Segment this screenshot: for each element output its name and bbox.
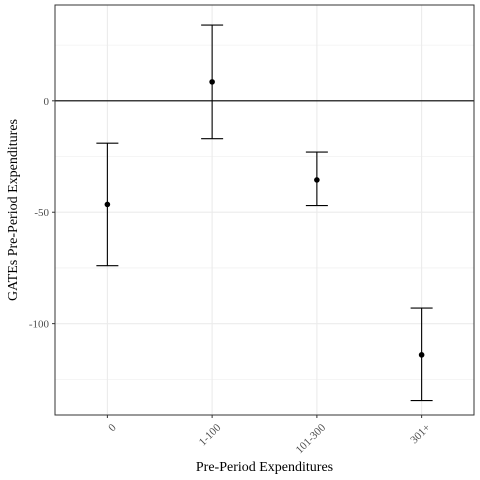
y-tick-label: -100 [29,319,50,331]
y-tick-label: 0 [44,96,50,108]
point-estimate [314,177,320,183]
error-bar-group [305,151,328,207]
error-bar-group [96,142,119,267]
y-tick-label: -50 [34,207,49,219]
error-bar-marks [96,24,433,402]
error-bar-group [201,24,224,140]
point-estimate [418,352,425,358]
y-axis-title: GATEs Pre-Period Expenditures [6,119,21,301]
point-estimate [104,201,111,208]
error-bar-group [410,307,433,402]
y-axis: -100 -50 0 [29,96,55,331]
panel-border [54,4,475,416]
point-estimate [209,79,215,85]
x-axis-title: Pre-Period Expenditures [196,460,333,475]
